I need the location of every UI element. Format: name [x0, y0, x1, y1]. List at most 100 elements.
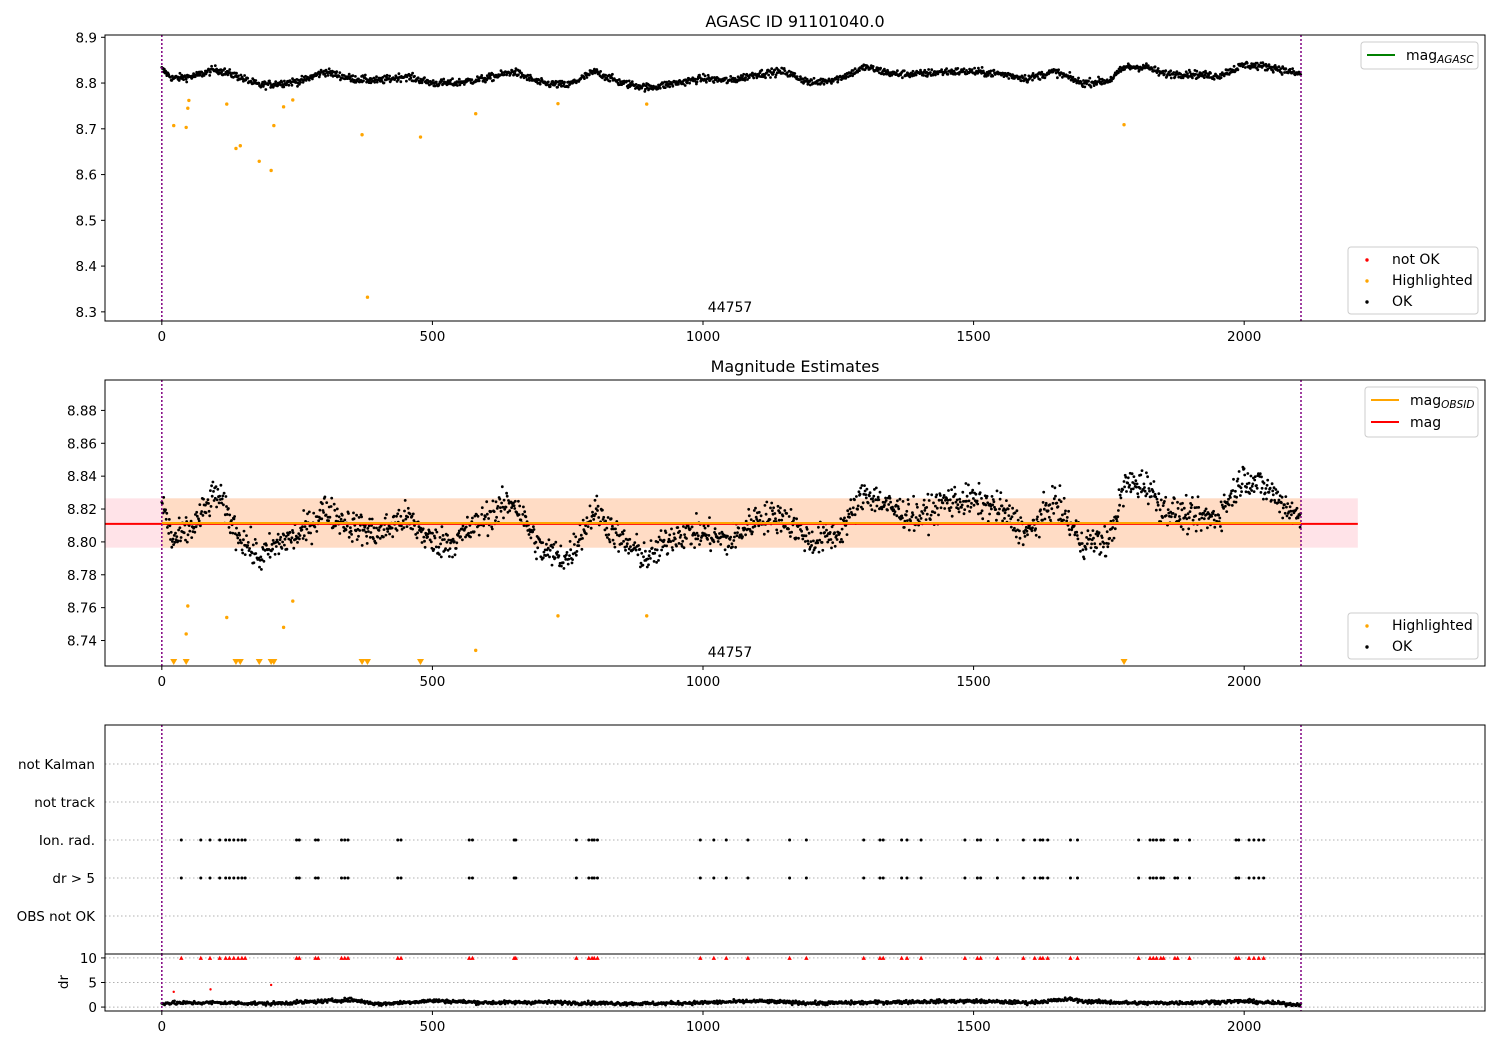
ok-point	[853, 498, 856, 502]
flag-point	[1257, 838, 1261, 842]
ok-point	[539, 555, 543, 559]
ok-point	[1280, 495, 1284, 499]
ok-point	[423, 545, 427, 549]
ok-point	[1074, 519, 1078, 523]
ok-point	[1051, 501, 1055, 505]
flag-point	[788, 838, 792, 842]
ok-point	[703, 74, 707, 78]
ok-point	[1023, 535, 1027, 538]
ok-point	[817, 550, 821, 554]
ok-point	[233, 515, 237, 518]
ok-point	[1189, 506, 1193, 510]
ok-point	[249, 525, 253, 529]
flag-point	[1252, 876, 1256, 880]
ok-point	[438, 553, 441, 556]
ok-point	[455, 541, 459, 545]
ok-point	[1270, 498, 1273, 502]
ok-point	[851, 513, 854, 517]
ok-point	[925, 512, 929, 516]
ok-point	[643, 90, 647, 93]
flag-point	[1148, 876, 1152, 880]
ok-point	[606, 536, 609, 539]
ok-point	[589, 526, 593, 530]
ok-point	[485, 512, 489, 516]
off-scale-marker	[363, 659, 371, 665]
ok-point	[922, 498, 926, 502]
ok-point	[265, 543, 268, 547]
ok-point	[484, 515, 487, 519]
ok-point	[988, 512, 991, 516]
ok-point	[681, 539, 685, 543]
flag-point	[1151, 876, 1155, 880]
ok-point	[349, 529, 353, 533]
ok-point	[519, 518, 523, 522]
dr-point	[320, 998, 323, 1002]
ok-point	[224, 495, 228, 498]
ok-point	[1068, 71, 1072, 74]
ok-point	[400, 527, 404, 531]
ok-point	[779, 529, 783, 533]
ok-point	[769, 76, 772, 79]
ok-point	[302, 534, 306, 538]
ok-point	[461, 538, 464, 542]
ok-point	[335, 507, 339, 511]
ok-point	[945, 501, 949, 505]
ok-point	[795, 75, 799, 78]
ok-point	[1265, 497, 1268, 501]
ok-point	[368, 517, 372, 521]
ok-point	[1136, 492, 1140, 495]
flag-point	[1137, 876, 1141, 880]
dr-point	[498, 1000, 501, 1004]
ok-point	[1161, 504, 1165, 507]
ok-point	[1062, 518, 1065, 522]
ok-point	[347, 535, 351, 539]
ok-point	[836, 78, 840, 81]
ok-point	[226, 73, 230, 77]
ok-point	[1190, 503, 1194, 507]
ok-point	[670, 527, 673, 531]
flag-point	[1237, 876, 1241, 880]
ok-point	[875, 504, 879, 508]
ok-point	[792, 519, 795, 522]
flag-point	[1159, 876, 1163, 880]
ok-point	[751, 530, 754, 534]
ok-point	[1246, 472, 1250, 475]
ok-point	[901, 500, 905, 503]
ok-point	[207, 502, 210, 505]
ok-point	[1059, 517, 1062, 521]
ok-point	[489, 510, 493, 513]
ok-point	[1058, 73, 1062, 77]
ok-point	[1021, 76, 1025, 79]
ok-point	[877, 498, 881, 502]
ok-point	[358, 529, 362, 532]
ok-point	[513, 507, 517, 510]
ok-point	[822, 82, 826, 86]
ok-point	[1286, 71, 1290, 75]
ok-point	[457, 531, 461, 535]
ok-point	[327, 67, 331, 71]
ok-point	[1153, 65, 1157, 69]
ok-point	[602, 515, 606, 519]
dr-point	[766, 999, 769, 1002]
ok-point	[495, 515, 498, 519]
off-scale-marker	[417, 659, 425, 665]
ok-point	[1169, 515, 1173, 519]
ok-point	[765, 71, 769, 74]
ok-point	[548, 548, 552, 552]
ok-point	[306, 512, 309, 516]
flag-point	[698, 876, 702, 880]
ok-point	[434, 545, 438, 549]
ok-point	[719, 543, 723, 546]
ok-point	[1159, 498, 1163, 502]
flag-point	[804, 838, 808, 842]
ok-point	[787, 527, 790, 531]
ok-point	[268, 81, 272, 85]
ok-point	[977, 481, 981, 485]
ok-point	[958, 497, 962, 501]
ok-point	[171, 540, 174, 543]
ok-point	[690, 542, 693, 546]
ok-point	[1176, 507, 1180, 510]
flag-point	[919, 838, 923, 842]
ok-point	[575, 550, 579, 553]
ok-point	[747, 76, 751, 79]
